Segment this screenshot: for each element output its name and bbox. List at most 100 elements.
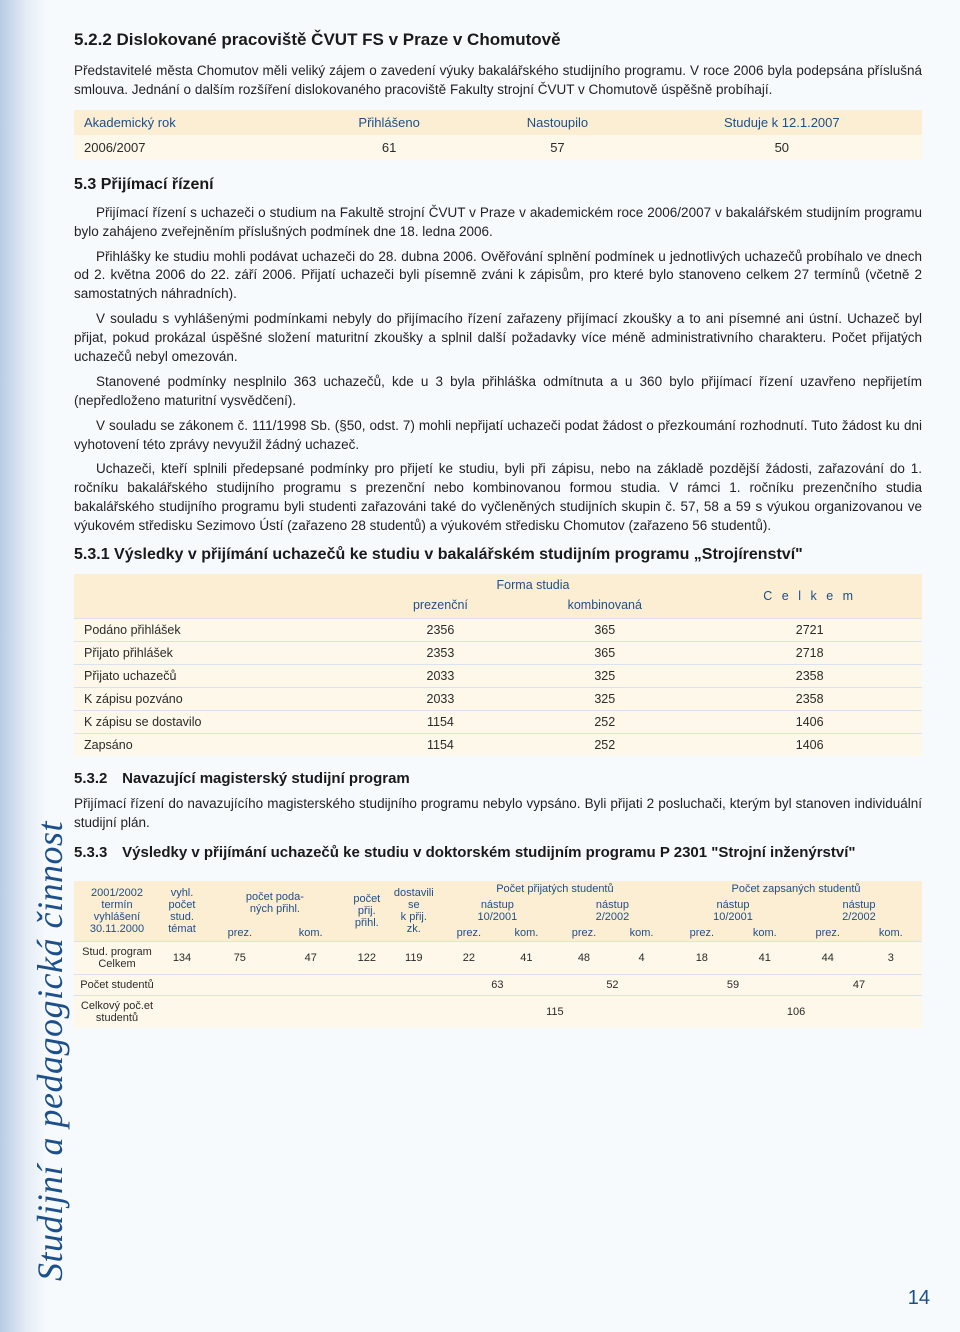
heading-5-3-3: 5.3.3 Výsledky v přijímání uchazečů ke s… <box>74 843 922 863</box>
th-prezencni: prezenční <box>369 596 512 619</box>
p-5-3-5: V souladu se zákonem č. 111/1998 Sb. (§5… <box>74 417 922 455</box>
txt: vyhl. <box>163 887 201 899</box>
heading-5-3-1: 5.3.1 Výsledky v přijímání uchazečů ke s… <box>74 546 922 564</box>
p-5-3-4: Stanovené podmínky nesplnilo 363 uchazeč… <box>74 373 922 411</box>
td-komb: 252 <box>512 734 697 757</box>
th-zapsanych: Počet zapsaných studentů <box>670 881 922 897</box>
table-row: Zapsáno11542521406 <box>74 734 922 757</box>
th-kom: kom. <box>734 925 796 942</box>
txt: nástup <box>558 899 667 911</box>
txt: nástup <box>443 899 552 911</box>
td-stud: 50 <box>642 135 922 160</box>
td-komb: 252 <box>512 711 697 734</box>
txt: 30.11.2000 <box>77 923 157 935</box>
td-val: 44 <box>796 942 860 975</box>
th-nastup: nástup 2/2002 <box>796 897 922 925</box>
heading-text: Výsledky v přijímání uchazečů ke studiu … <box>122 844 855 861</box>
td-celkem: 1406 <box>697 711 922 734</box>
td-val: 47 <box>276 942 346 975</box>
td-prihl: 61 <box>305 135 473 160</box>
td-prez: 2033 <box>369 688 512 711</box>
td-val: 59 <box>670 975 796 996</box>
txt: Celkový poč.et <box>77 1000 157 1012</box>
heading-5-3: 5.3 Přijímací řízení <box>74 176 922 194</box>
td-celkem: 2358 <box>697 665 922 688</box>
th-blank <box>74 574 369 619</box>
td-val: 41 <box>498 942 555 975</box>
td-val: 75 <box>204 942 276 975</box>
td-val: 48 <box>555 942 613 975</box>
td-komb: 325 <box>512 665 697 688</box>
heading-5-3-2: 5.3.2 Navazující magisterský studijní pr… <box>74 770 922 787</box>
th-nastup: nástup 10/2001 <box>670 897 796 925</box>
td-prez: 2353 <box>369 642 512 665</box>
txt: stud. <box>163 911 201 923</box>
txt: počet <box>349 893 385 905</box>
th-kom: kom. <box>613 925 670 942</box>
txt: dostavili <box>391 887 437 899</box>
th-prez: prez. <box>440 925 498 942</box>
td-label: Celkový poč.et studentů <box>74 996 160 1029</box>
td-label: Přijato přihlášek <box>74 642 369 665</box>
td-val: 22 <box>440 942 498 975</box>
td-label: K zápisu se dostavilo <box>74 711 369 734</box>
txt: nástup <box>799 899 919 911</box>
table-results-bachelor: Forma studia C e l k e m prezenční kombi… <box>74 574 922 756</box>
txt: zk. <box>391 923 437 935</box>
txt: termín vyhlášení <box>77 899 157 923</box>
th-term: 2001/2002 termín vyhlášení 30.11.2000 <box>74 881 160 942</box>
td-nast: 57 <box>473 135 641 160</box>
table-academic-year: Akademický rok Přihlášeno Nastoupilo Stu… <box>74 110 922 160</box>
td-val: 4 <box>613 942 670 975</box>
th-prez: prez. <box>796 925 860 942</box>
txt: se <box>391 899 437 911</box>
td-komb: 365 <box>512 619 697 642</box>
td-prez: 1154 <box>369 711 512 734</box>
td-label: Stud. program Celkem <box>74 942 160 975</box>
th-kom: kom. <box>860 925 922 942</box>
th-vyhl: vyhl. počet stud. témat <box>160 881 204 942</box>
td-prez: 2356 <box>369 619 512 642</box>
table-row: Podáno přihlášek23563652721 <box>74 619 922 642</box>
txt: Celkem <box>77 958 157 970</box>
th-nastup: nástup 10/2001 <box>440 897 555 925</box>
table-row: Přijato přihlášek23533652718 <box>74 642 922 665</box>
table-row: Počet studentů 63 52 59 47 <box>74 975 922 996</box>
th-kom: kom. <box>498 925 555 942</box>
txt: nástup <box>673 899 793 911</box>
td-prez: 2033 <box>369 665 512 688</box>
p-5-3-2: Přihlášky ke studiu mohli podávat uchaze… <box>74 248 922 305</box>
th-kombinovana: kombinovaná <box>512 596 697 619</box>
td-label: Podáno přihlášek <box>74 619 369 642</box>
td-celkem: 1406 <box>697 734 922 757</box>
th-pocet-poda: počet poda- ných přihl. <box>204 881 346 925</box>
table-row: Akademický rok Přihlášeno Nastoupilo Stu… <box>74 110 922 135</box>
th-pocet-prij: počet přij. přihl. <box>346 881 388 942</box>
td-val: 3 <box>860 942 922 975</box>
txt: počet <box>163 899 201 911</box>
txt: témat <box>163 923 201 935</box>
td-label: K zápisu pozváno <box>74 688 369 711</box>
td-label: Přijato uchazečů <box>74 665 369 688</box>
table-row: Přijato uchazečů20333252358 <box>74 665 922 688</box>
heading-text: Navazující magisterský studijní program <box>122 770 410 787</box>
heading-num: 5.3.3 <box>74 843 118 863</box>
td-label: Zapsáno <box>74 734 369 757</box>
txt: 2001/2002 <box>77 887 157 899</box>
td-komb: 365 <box>512 642 697 665</box>
txt: přihl. <box>349 917 385 929</box>
txt: počet poda- <box>207 891 343 903</box>
txt: ných přihl. <box>207 903 343 915</box>
td-year: 2006/2007 <box>74 135 305 160</box>
td-val: 122 <box>346 942 388 975</box>
td-val: 18 <box>670 942 734 975</box>
p-5-3-6: Uchazeči, kteří splnili předepsané podmí… <box>74 460 922 536</box>
th-prihlaseno: Přihlášeno <box>305 110 473 135</box>
table-row: K zápisu se dostavilo11542521406 <box>74 711 922 734</box>
th-prez: prez. <box>555 925 613 942</box>
th-prez: prez. <box>204 925 276 942</box>
heading-5-2-2: 5.2.2 Dislokované pracoviště ČVUT FS v P… <box>74 30 922 50</box>
p-5-2-2-1: Představitelé města Chomutov měli veliký… <box>74 62 922 100</box>
td-val: 134 <box>160 942 204 975</box>
td-val: 106 <box>670 996 922 1029</box>
